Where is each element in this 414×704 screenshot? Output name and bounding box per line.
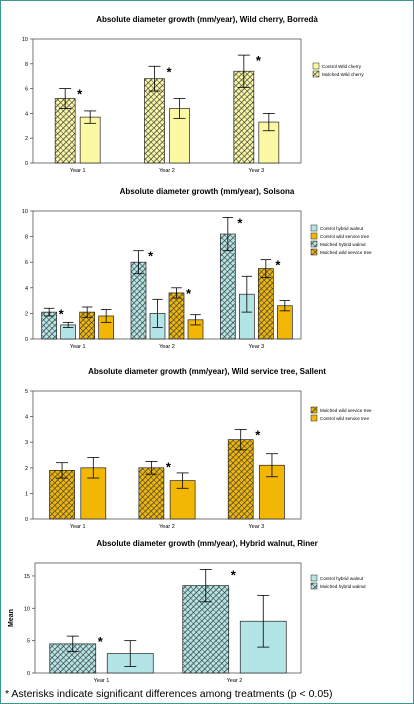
y-tick-label: 2 bbox=[25, 136, 28, 142]
y-tick-label: 1 bbox=[25, 491, 28, 497]
x-tick-label: Year 1 bbox=[70, 524, 86, 530]
legend-label: Mulched wild service tree bbox=[320, 408, 372, 413]
legend-swatch-control-wild-cherry bbox=[312, 62, 320, 70]
x-tick-label: Year 2 bbox=[159, 524, 175, 530]
plot-frame bbox=[32, 390, 302, 520]
chart-title-riner: Absolute diameter growth (mm/year), Hybr… bbox=[96, 539, 318, 548]
chart-title-borreda: Absolute diameter growth (mm/year), Wild… bbox=[96, 15, 318, 24]
x-tick-label: Year 2 bbox=[159, 344, 175, 350]
significance-asterisk: * bbox=[166, 459, 172, 474]
bar-mulched-wild-service-tree-year-3 bbox=[257, 268, 274, 340]
significance-asterisk: * bbox=[186, 286, 192, 301]
y-tick-label: 0 bbox=[25, 517, 28, 523]
legend-swatch-mulched-hybrid-walnut bbox=[310, 240, 318, 248]
legend-swatch-control-wild-service-tree bbox=[310, 232, 318, 240]
significance-asterisk: * bbox=[231, 567, 237, 582]
y-tick-label: 8 bbox=[25, 62, 28, 68]
significance-asterisk: * bbox=[256, 53, 262, 68]
significance-asterisk: * bbox=[77, 87, 83, 102]
chart-title-sallent: Absolute diameter growth (mm/year), Wild… bbox=[88, 367, 326, 376]
y-tick-label: 10 bbox=[22, 209, 28, 215]
chart-sallent: 0 1 2 3 4 5 Year 1 * Year 2 * Year 3 Mulched wild s… bbox=[25, 389, 372, 530]
x-tick-label: Year 2 bbox=[159, 168, 175, 174]
significance-asterisk: * bbox=[167, 64, 173, 79]
x-tick-label: Year 1 bbox=[94, 678, 110, 684]
legend-label: Control hybrid walnut bbox=[320, 226, 364, 231]
legend-label: Control wild service tree bbox=[320, 416, 369, 421]
y-tick-label: 15 bbox=[24, 574, 30, 580]
plot-frame bbox=[32, 210, 302, 340]
bar-mulched-wild-service-tree-year-2 bbox=[138, 467, 165, 520]
legend-swatch-mulched-wild-service-tree bbox=[310, 406, 318, 414]
x-tick-label: Year 2 bbox=[227, 678, 243, 684]
plot-frame bbox=[32, 38, 302, 164]
y-tick-label: 0 bbox=[27, 671, 30, 677]
legend-swatch-control-wild-service-tree bbox=[310, 414, 318, 422]
y-tick-label: 8 bbox=[25, 235, 28, 241]
y-tick-label: 0 bbox=[25, 337, 28, 343]
legend-swatch-control-hybrid-walnut bbox=[310, 224, 318, 232]
legend-swatch-mulched-wild-service-tree bbox=[310, 248, 318, 256]
chart-title-solsona: Absolute diameter growth (mm/year), Sols… bbox=[119, 187, 295, 196]
y-axis-label: Mean bbox=[8, 609, 15, 627]
significance-asterisk: * bbox=[275, 258, 281, 273]
y-tick-label: 4 bbox=[25, 286, 28, 292]
plot-frame bbox=[34, 562, 302, 674]
legend-label: Control Wild cherry bbox=[322, 64, 362, 69]
significance-asterisk: * bbox=[59, 306, 65, 321]
y-tick-label: 5 bbox=[27, 639, 30, 645]
x-tick-label: Year 3 bbox=[248, 344, 264, 350]
bar-mulched-wild-service-tree-year-1 bbox=[49, 470, 75, 520]
legend-swatch-mulched-wild-cherry bbox=[312, 70, 320, 78]
legend-label: Mulched wild service tree bbox=[320, 250, 372, 255]
x-tick-label: Year 3 bbox=[248, 524, 264, 530]
legend-label: Mulched Wild cherry bbox=[322, 72, 364, 77]
y-tick-label: 5 bbox=[25, 389, 28, 395]
y-tick-label: 10 bbox=[24, 606, 30, 612]
legend-swatch-control-hybrid-walnut bbox=[310, 574, 318, 582]
y-tick-label: 2 bbox=[25, 466, 28, 472]
bar-mulched-wild-service-tree-year-2 bbox=[168, 292, 185, 340]
x-tick-label: Year 1 bbox=[70, 344, 86, 350]
chart-borreda: 0 2 4 6 8 10 * Year 1 * Year 2 * Year 3 Control Wild… bbox=[22, 37, 364, 174]
chart-riner: 0 5 10 15 Mean * Year 1 * Year 2 Control hybrid w… bbox=[8, 562, 366, 684]
footnote: * Asterisks indicate significant differe… bbox=[5, 688, 333, 700]
y-tick-label: 6 bbox=[25, 87, 28, 93]
significance-asterisk: * bbox=[148, 249, 154, 264]
legend-label: Mulched hybrid walnut bbox=[320, 584, 366, 589]
chart-solsona: 0 2 4 6 8 10 * Year 1 * * Year 2 * * Year 3 Control hy… bbox=[22, 209, 372, 350]
significance-asterisk: * bbox=[255, 427, 261, 442]
y-tick-label: 3 bbox=[25, 440, 28, 446]
y-tick-label: 4 bbox=[25, 111, 28, 117]
legend-label: Mulched hybrid walnut bbox=[320, 242, 366, 247]
legend-swatch-mulched-hybrid-walnut bbox=[310, 582, 318, 590]
x-tick-label: Year 3 bbox=[248, 168, 264, 174]
y-tick-label: 4 bbox=[25, 415, 28, 421]
legend-label: Control wild service tree bbox=[320, 234, 369, 239]
significance-asterisk: * bbox=[98, 634, 104, 649]
bar-control-wild-cherry-year-1 bbox=[79, 116, 101, 164]
y-tick-label: 10 bbox=[22, 37, 28, 43]
y-tick-label: 6 bbox=[25, 260, 28, 266]
bar-mulched-wild-service-tree-year-3 bbox=[227, 439, 254, 520]
y-tick-label: 2 bbox=[25, 311, 28, 317]
legend-label: Control hybrid walnut bbox=[320, 576, 364, 581]
y-tick-label: 0 bbox=[25, 161, 28, 167]
x-tick-label: Year 1 bbox=[70, 168, 86, 174]
significance-asterisk: * bbox=[237, 215, 243, 230]
